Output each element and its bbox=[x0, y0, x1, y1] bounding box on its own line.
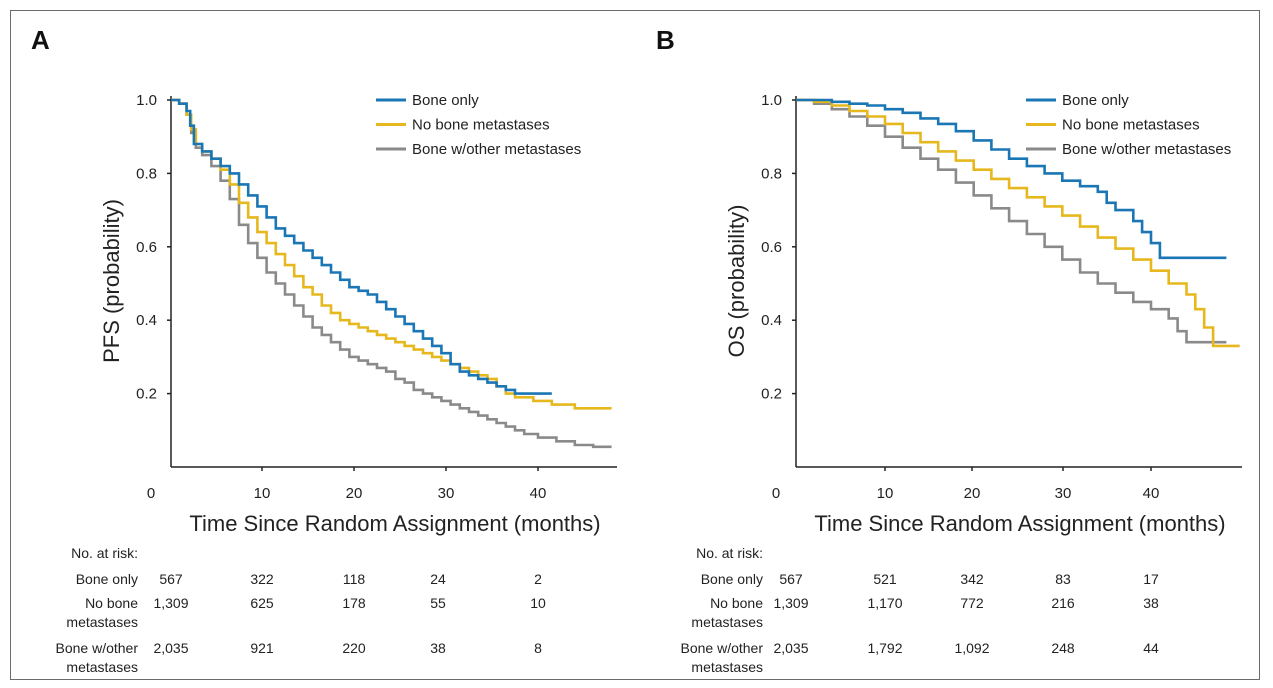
risk-cell: 8 bbox=[534, 640, 542, 656]
risk-cell: 772 bbox=[960, 595, 984, 611]
risk-cell: 2,035 bbox=[773, 640, 808, 656]
curve-no-bone bbox=[171, 98, 612, 410]
y-tick-label: 0.6 bbox=[761, 239, 782, 256]
risk-cell: 38 bbox=[430, 640, 446, 656]
risk-row-label: metastases bbox=[66, 659, 138, 675]
legend-label: No bone metastases bbox=[412, 117, 550, 134]
risk-cell: 24 bbox=[430, 571, 446, 587]
risk-cell: 625 bbox=[250, 595, 274, 611]
panel-b: B 1.0 0.8 0.6 0.4 0.2 0 10 20 30 40 Time Since Rand… bbox=[656, 25, 1242, 675]
risk-row-label: No bone bbox=[85, 595, 138, 611]
x-axis-title: Time Since Random Assignment (months) bbox=[814, 511, 1225, 536]
x-tick-label: 10 bbox=[254, 485, 271, 502]
legend-label: Bone w/other metastases bbox=[412, 141, 581, 158]
risk-cell: 567 bbox=[159, 571, 183, 587]
risk-table-header: No. at risk: bbox=[71, 545, 138, 561]
legend-label: No bone metastases bbox=[1062, 117, 1200, 134]
x-tick-label: 20 bbox=[346, 485, 363, 502]
panel-a: A 1.0 0.8 0.6 0.4 0.2 0 10 20 30 40 Time Since Rand… bbox=[31, 25, 617, 675]
risk-cell: 342 bbox=[960, 571, 984, 587]
risk-row-label: metastases bbox=[66, 614, 138, 630]
risk-cell: 17 bbox=[1143, 571, 1159, 587]
y-tick-label: 0.2 bbox=[136, 386, 157, 403]
risk-row-label: metastases bbox=[691, 614, 763, 630]
y-axis-title: OS (probability) bbox=[724, 205, 749, 358]
risk-cell: 118 bbox=[343, 571, 366, 587]
y-tick-label: 0.8 bbox=[761, 165, 782, 182]
y-tick-label: 0.8 bbox=[136, 165, 157, 182]
legend-label: Bone only bbox=[412, 92, 479, 109]
y-axis-title: PFS (probability) bbox=[99, 199, 124, 363]
x-tick-label: 20 bbox=[964, 485, 981, 502]
risk-cell: 567 bbox=[779, 571, 803, 587]
x-axis-title: Time Since Random Assignment (months) bbox=[189, 511, 600, 536]
risk-cell: 216 bbox=[1051, 595, 1075, 611]
risk-cell: 248 bbox=[1051, 640, 1075, 656]
figure-frame: A 1.0 0.8 0.6 0.4 0.2 0 10 20 30 40 Time Since Rand… bbox=[10, 10, 1260, 680]
risk-row-label: Bone w/other bbox=[56, 640, 139, 656]
y-tick-label: 1.0 bbox=[136, 92, 157, 109]
risk-cell: 1,309 bbox=[153, 595, 188, 611]
curve-bone-only bbox=[171, 98, 552, 395]
y-tick-label: 1.0 bbox=[761, 92, 782, 109]
x-tick-label: 40 bbox=[1143, 485, 1160, 502]
risk-cell: 38 bbox=[1143, 595, 1159, 611]
risk-row-label: metastases bbox=[691, 659, 763, 675]
legend-label: Bone w/other metastases bbox=[1062, 141, 1231, 158]
risk-cell: 44 bbox=[1143, 640, 1159, 656]
y-tick-label: 0.2 bbox=[761, 386, 782, 403]
x-tick-label: 30 bbox=[438, 485, 455, 502]
risk-row-label: No bone bbox=[710, 595, 763, 611]
x-tick-label: 0 bbox=[772, 485, 780, 502]
panel-letter-b: B bbox=[656, 25, 675, 55]
y-tick-label: 0.6 bbox=[136, 239, 157, 256]
x-tick-label: 30 bbox=[1055, 485, 1072, 502]
curve-bone-other bbox=[171, 98, 612, 449]
risk-cell: 83 bbox=[1055, 571, 1071, 587]
risk-cell: 10 bbox=[530, 595, 546, 611]
risk-cell: 1,792 bbox=[867, 640, 902, 656]
risk-cell: 521 bbox=[873, 571, 897, 587]
risk-table-header: No. at risk: bbox=[696, 545, 763, 561]
curve-no-bone bbox=[796, 98, 1240, 348]
risk-cell: 921 bbox=[250, 640, 274, 656]
panel-letter-a: A bbox=[31, 25, 50, 55]
x-tick-label: 40 bbox=[530, 485, 547, 502]
curve-bone-only bbox=[796, 98, 1227, 260]
risk-cell: 1,170 bbox=[867, 595, 902, 611]
risk-cell: 1,309 bbox=[773, 595, 808, 611]
risk-cell: 322 bbox=[250, 571, 274, 587]
risk-cell: 220 bbox=[342, 640, 366, 656]
risk-row-label: Bone only bbox=[76, 571, 138, 587]
risk-row-label: Bone only bbox=[701, 571, 763, 587]
x-tick-label: 10 bbox=[877, 485, 894, 502]
risk-row-label: Bone w/other bbox=[681, 640, 764, 656]
risk-cell: 2 bbox=[534, 571, 542, 587]
risk-cell: 55 bbox=[430, 595, 446, 611]
y-tick-label: 0.4 bbox=[136, 312, 157, 329]
legend-label: Bone only bbox=[1062, 92, 1129, 109]
x-tick-label: 0 bbox=[147, 485, 155, 502]
risk-cell: 2,035 bbox=[153, 640, 188, 656]
risk-cell: 1,092 bbox=[954, 640, 989, 656]
y-tick-label: 0.4 bbox=[761, 312, 782, 329]
risk-cell: 178 bbox=[342, 595, 366, 611]
curve-bone-other bbox=[796, 98, 1227, 344]
